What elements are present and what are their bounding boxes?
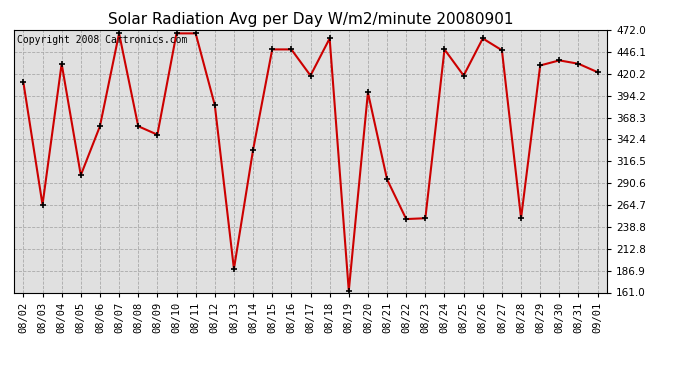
- Title: Solar Radiation Avg per Day W/m2/minute 20080901: Solar Radiation Avg per Day W/m2/minute …: [108, 12, 513, 27]
- Text: Copyright 2008 Cartronics.com: Copyright 2008 Cartronics.com: [17, 35, 187, 45]
